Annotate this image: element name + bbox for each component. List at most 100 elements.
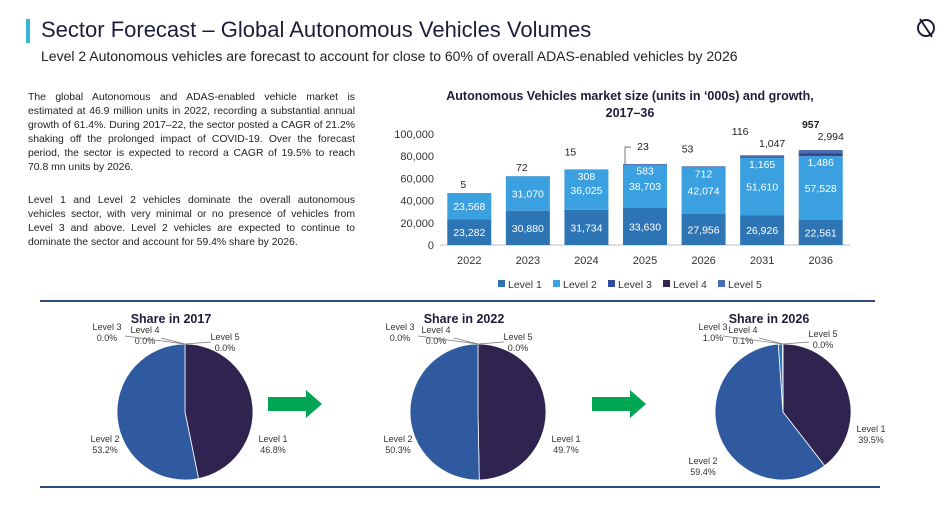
pie-label-level-4-name: Level 4 [421, 325, 450, 335]
pie-label-level-5-value: 0.0% [215, 343, 236, 353]
legend-swatch [498, 280, 505, 287]
pie-label-level-1-name: Level 1 [856, 424, 885, 434]
pie-leader-line [160, 337, 186, 345]
data-label-level-4: 53 [682, 143, 694, 155]
data-label-level-3: 5 [460, 179, 466, 191]
pie-label-level-5-value: 0.0% [508, 343, 529, 353]
section-divider-bottom [40, 486, 880, 488]
pie-slice-level-1 [782, 343, 852, 467]
legend-swatch [608, 280, 615, 287]
bar-segment-level-2 [798, 156, 843, 220]
bar-segment-level-1 [740, 215, 785, 245]
data-label-level-2: 57,528 [805, 183, 837, 195]
y-tick-label: 20,000 [400, 218, 434, 230]
data-label-level-1: 23,282 [453, 227, 485, 239]
pie-label-level-3-value: 0.0% [390, 333, 411, 343]
bar-segment-level-3 [681, 166, 726, 168]
pie-label-level-2-name: Level 2 [688, 456, 717, 466]
pie-label-level-1-value: 49.7% [553, 445, 579, 455]
pie-label-level-4-value: 0.1% [733, 336, 754, 346]
data-label-level-5: 2,994 [818, 131, 844, 143]
pie-label-level-4-value: 0.0% [426, 336, 447, 346]
pie-leader-line [758, 337, 784, 345]
data-label-level-2: 51,610 [746, 181, 778, 193]
bar-segment-level-5 [798, 150, 843, 154]
pie-title: Share in 2017 [131, 312, 212, 326]
pie-leader-line [453, 337, 479, 345]
x-tick-label: 2024 [574, 255, 598, 267]
section-divider-top [40, 300, 875, 302]
x-tick-label: 2036 [808, 255, 832, 267]
pie-leader-line [477, 341, 505, 345]
bar-segment-level-5 [740, 155, 785, 157]
data-label-level-2: 23,568 [453, 201, 485, 213]
bar-segment-level-1 [447, 219, 492, 245]
legend-swatch [663, 280, 670, 287]
bar-segment-level-1 [505, 210, 550, 245]
bar-segment-level-2 [564, 169, 609, 210]
bar-segment-level-1 [798, 219, 843, 245]
y-tick-label: 100,000 [394, 129, 434, 141]
pie-leader-line [782, 341, 810, 345]
pie-label-level-1-name: Level 1 [258, 434, 287, 444]
data-label-level-4: 23 [637, 141, 649, 153]
bar-segment-level-3 [623, 164, 667, 165]
pie-leader-line [184, 341, 212, 345]
bar-chart-title: Autonomous Vehicles market size (units i… [446, 89, 814, 120]
pie-label-level-2-value: 59.4% [690, 467, 716, 477]
data-label-level-4: 116 [732, 126, 749, 138]
pie-label-level-1-value: 39.5% [858, 435, 884, 445]
pie-slice-level-1 [184, 343, 254, 480]
pie-label-level-1-value: 46.8% [260, 445, 286, 455]
bar-segment-level-2 [740, 157, 785, 216]
data-label-level-2: 42,074 [688, 186, 720, 198]
pie-label-level-2-name: Level 2 [90, 434, 119, 444]
pie-label-level-3-name: Level 3 [385, 322, 414, 332]
pie-label-level-4-name: Level 4 [728, 325, 757, 335]
pie-label-level-3-value: 0.0% [97, 333, 118, 343]
data-label-level-2: 38,703 [629, 181, 661, 193]
x-tick-label: 2023 [516, 255, 540, 267]
pie-label-level-5-value: 0.0% [813, 340, 834, 350]
legend-label: Level 1 [508, 279, 542, 291]
pie-label-level-2-name: Level 2 [383, 434, 412, 444]
data-label-level-5: 1,047 [759, 138, 785, 150]
title-accent-bar [26, 19, 30, 43]
levels-paragraph: Level 1 and Level 2 vehicles dominate th… [28, 195, 355, 248]
pie-leader-line [722, 335, 784, 345]
data-label-level-1: 22,561 [805, 227, 837, 239]
pie-label-level-3-value: 1.0% [703, 333, 724, 343]
y-tick-label: 60,000 [400, 173, 434, 185]
data-label-level-3: 1,486 [808, 157, 834, 169]
x-tick-label: 2026 [691, 255, 715, 267]
x-tick-label: 2025 [633, 255, 657, 267]
pie-slice-level-1 [477, 343, 547, 481]
pie-label-level-5-name: Level 5 [210, 332, 239, 342]
data-label-level-4: 957 [802, 119, 820, 131]
x-tick-label: 2022 [457, 255, 481, 267]
page-title: Sector Forecast – Global Autonomous Vehi… [41, 17, 592, 42]
x-tick-label: 2031 [750, 255, 774, 267]
legend-swatch [718, 280, 725, 287]
pie-label-level-2-value: 50.3% [385, 445, 411, 455]
bar-segment-level-4 [798, 153, 843, 155]
bar-segment-level-2 [623, 164, 667, 208]
y-tick-label: 0 [428, 240, 434, 252]
bar-segment-level-3 [740, 156, 785, 158]
data-label-level-4: 15 [565, 146, 577, 158]
pie-slice-level-2 [409, 343, 480, 481]
data-label-level-1: 33,630 [629, 221, 661, 233]
pie-label-level-5-name: Level 5 [808, 329, 837, 339]
bar-segment-level-2 [505, 176, 550, 211]
data-label-level-3: 583 [636, 166, 654, 178]
pie-title: Share in 2026 [729, 312, 810, 326]
leader-line [624, 146, 631, 165]
page-subtitle: Level 2 Autonomous vehicles are forecast… [41, 48, 738, 64]
pie-slice-level-2 [116, 343, 200, 481]
legend-label: Level 2 [563, 279, 597, 291]
legend-label: Level 4 [673, 279, 707, 291]
data-label-level-1: 31,734 [570, 222, 602, 234]
data-label-level-3: 1,165 [749, 159, 775, 171]
brand-logo-icon [917, 18, 935, 38]
